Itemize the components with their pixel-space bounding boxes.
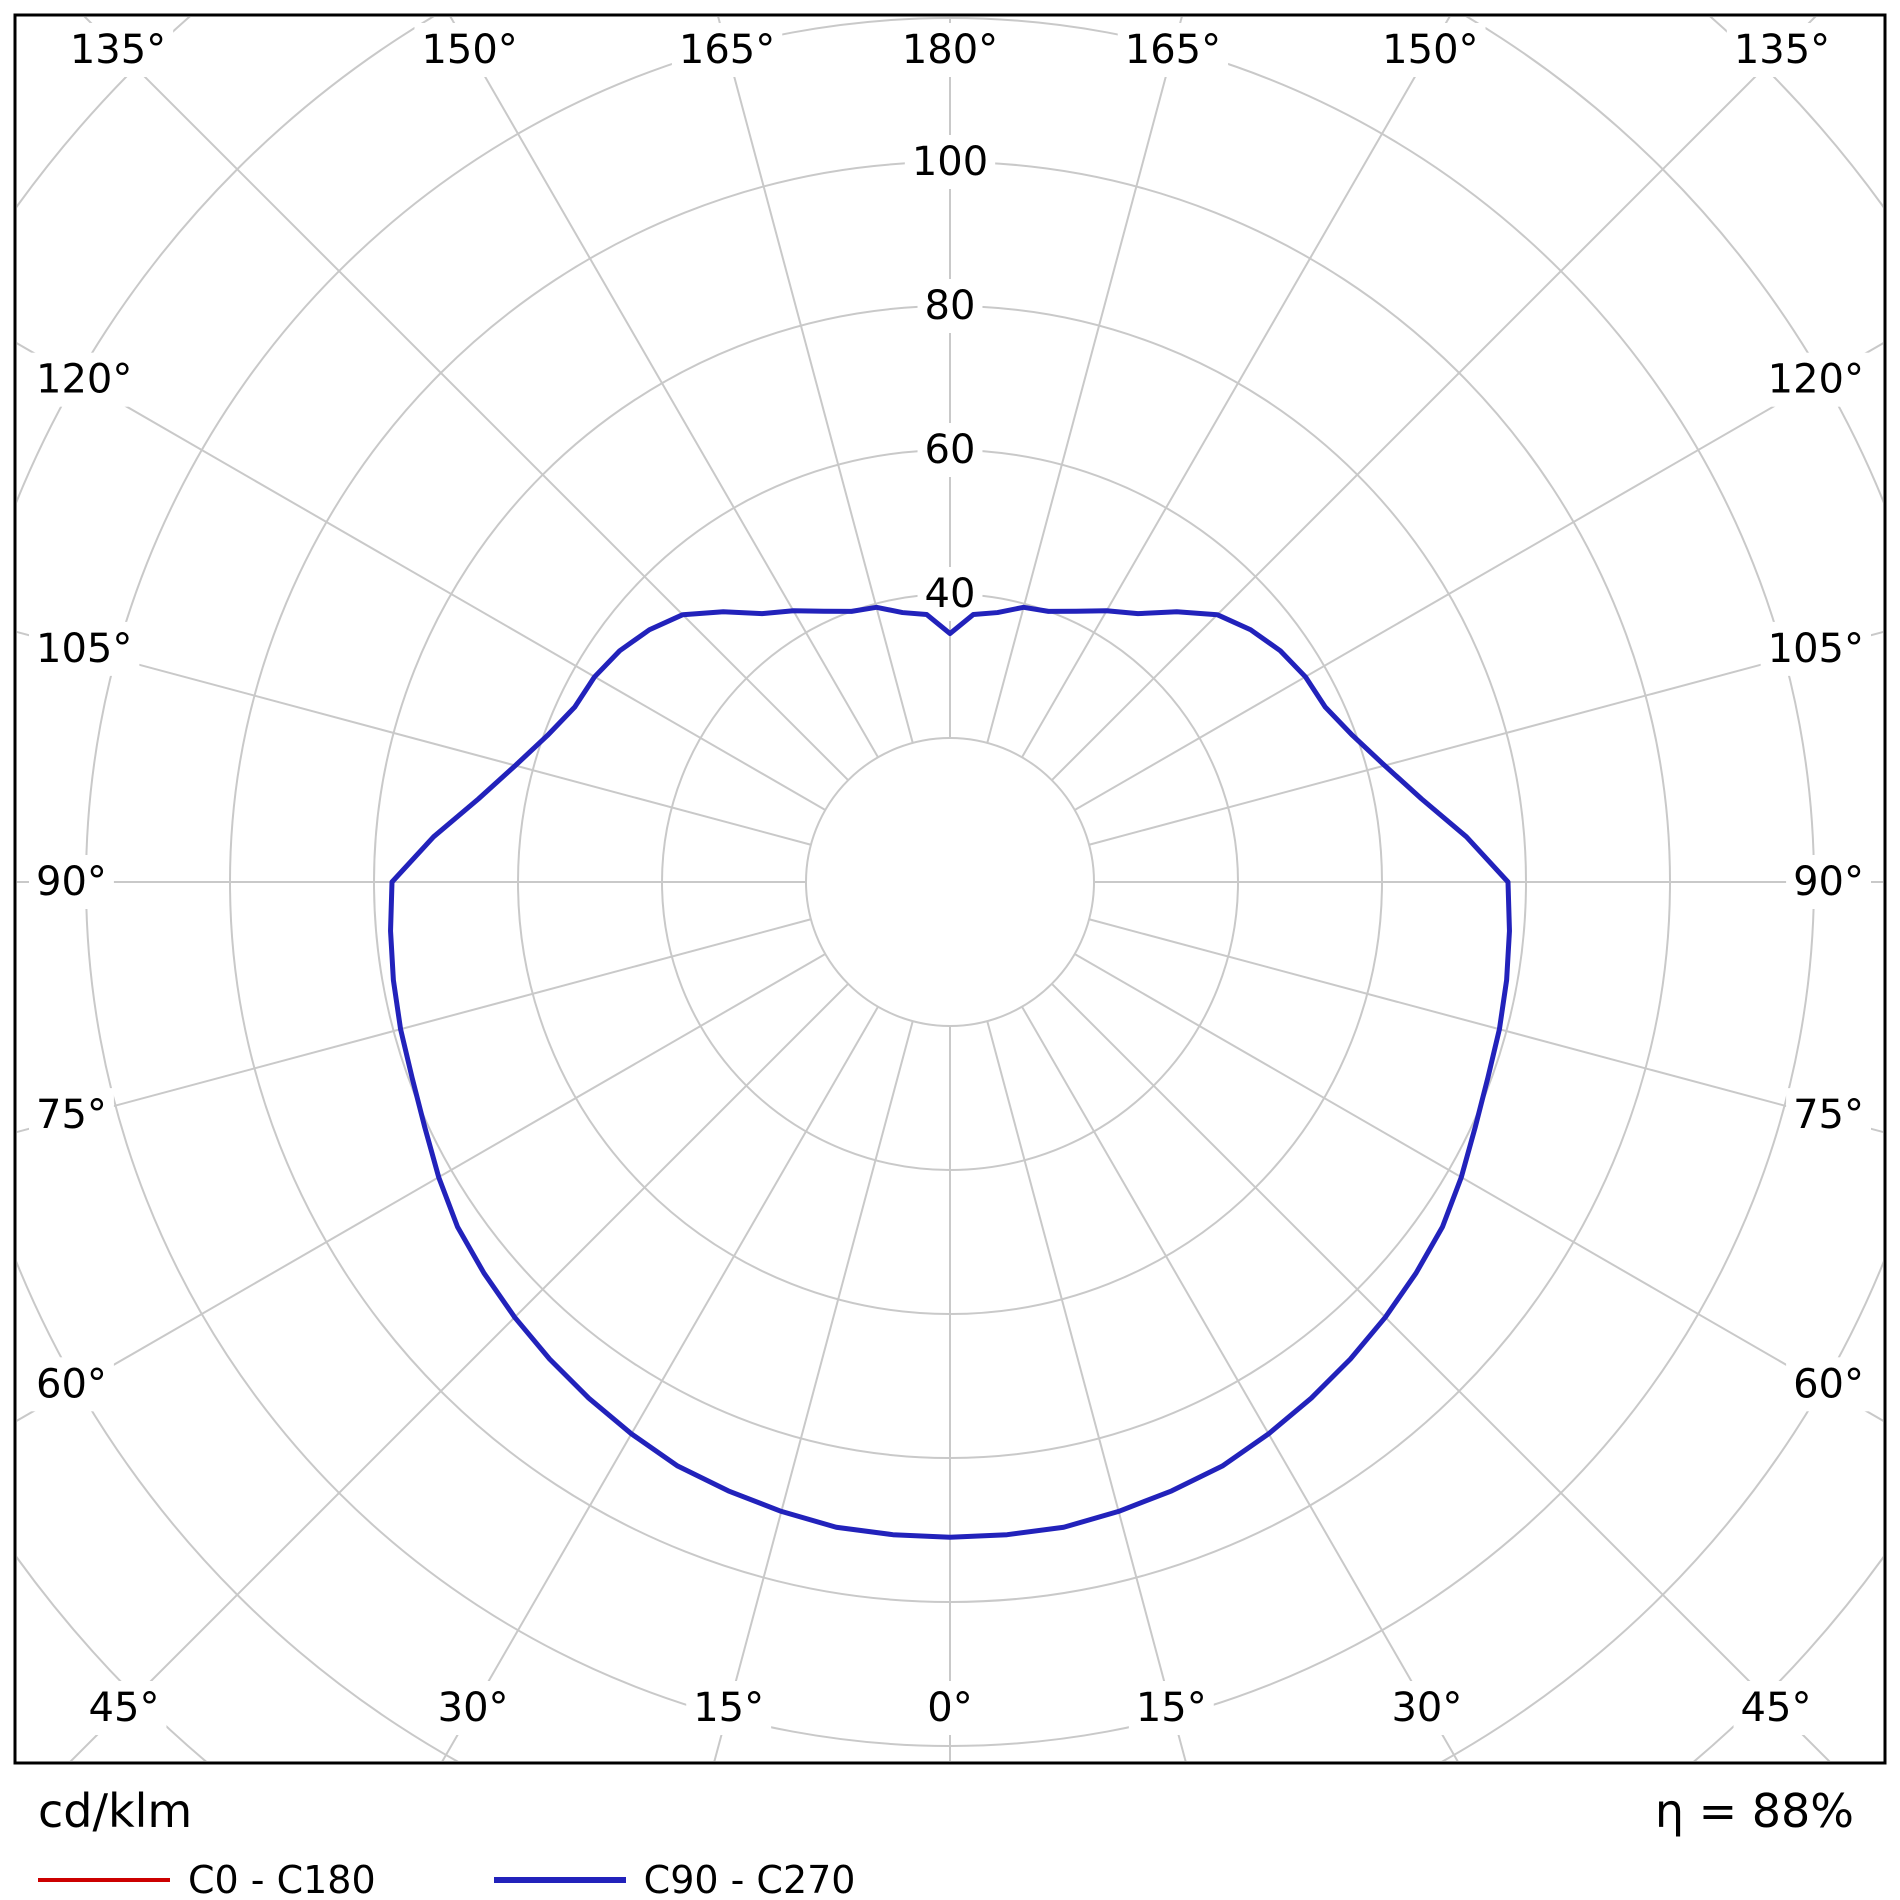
- legend-item-c90-c270: C90 - C270: [493, 1858, 856, 1900]
- angle-label-top: 135°: [70, 27, 166, 73]
- efficiency-label: η = 88%: [1654, 1784, 1854, 1838]
- radial-tick-label: 60: [925, 427, 976, 473]
- angle-label-top: 135°: [1734, 27, 1830, 73]
- angle-label-left: 60°: [36, 1361, 107, 1407]
- angle-label-bottom: 30°: [1391, 1685, 1462, 1731]
- angle-label-right: 75°: [1793, 1092, 1864, 1138]
- angle-label-top: 180°: [902, 27, 998, 73]
- angle-label-bottom: 45°: [1741, 1685, 1812, 1731]
- legend: C0 - C180 C90 - C270: [38, 1858, 855, 1900]
- angle-label-bottom: 45°: [89, 1685, 160, 1731]
- angle-label-top: 150°: [421, 27, 517, 73]
- angle-label-right: 120°: [1768, 357, 1864, 403]
- angle-label-right: 60°: [1793, 1361, 1864, 1407]
- legend-item-c0-c180: C0 - C180: [38, 1858, 376, 1900]
- legend-line-c0-c180: [38, 1878, 170, 1882]
- angle-label-left: 105°: [36, 626, 132, 672]
- angle-label-top: 165°: [1125, 27, 1221, 73]
- plot-border: [13, 13, 1887, 1765]
- angle-label-right: 90°: [1793, 859, 1864, 905]
- angle-label-bottom: 15°: [1136, 1685, 1207, 1731]
- radial-tick-label: 80: [925, 283, 976, 329]
- angle-label-left: 75°: [36, 1092, 107, 1138]
- radial-tick-label: 100: [912, 139, 988, 185]
- radial-tick-label: 40: [925, 571, 976, 617]
- legend-label-c90-c270: C90 - C270: [643, 1858, 856, 1900]
- angle-label-bottom: 15°: [693, 1685, 764, 1731]
- angle-label-bottom: 0°: [927, 1685, 972, 1731]
- angle-label-top: 165°: [679, 27, 775, 73]
- units-label: cd/klm: [38, 1784, 193, 1838]
- legend-label-c0-c180: C0 - C180: [188, 1858, 376, 1900]
- angle-label-left: 90°: [36, 859, 107, 905]
- angle-label-right: 105°: [1768, 626, 1864, 672]
- angle-label-bottom: 30°: [438, 1685, 509, 1731]
- axis-labels: 40 60 80 100 135° 150° 165° 180° 165° 150° 135° 45°…: [29, 23, 1871, 1735]
- legend-line-c90-c270: [493, 1877, 626, 1883]
- curve-c90-c270: [388, 604, 1512, 1540]
- angle-label-top: 150°: [1382, 27, 1478, 73]
- angle-label-left: 120°: [36, 357, 132, 403]
